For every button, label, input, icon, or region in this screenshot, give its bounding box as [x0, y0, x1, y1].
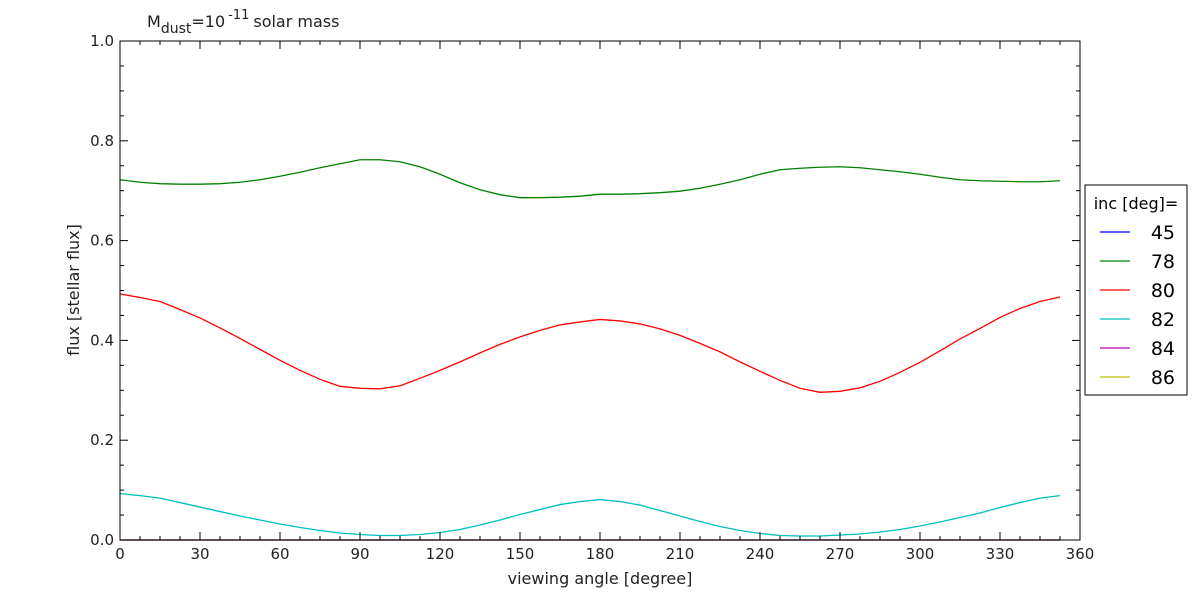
- y-axis-label: flux [stellar flux]: [64, 224, 83, 356]
- y-tick-label: 0.6: [90, 232, 114, 250]
- chart-title: Mdust=10 -11 solar mass: [147, 8, 339, 37]
- x-tick-label: 150: [506, 545, 535, 563]
- x-axis-label: viewing angle [degree]: [508, 569, 693, 588]
- x-tick-label: 120: [426, 545, 455, 563]
- x-tick-label: 270: [826, 545, 855, 563]
- series-layer: [119, 159, 1061, 541]
- legend-label-45: 45: [1151, 222, 1175, 244]
- x-tick-label: 210: [666, 545, 695, 563]
- y-tick-label: 0.0: [90, 531, 114, 549]
- legend-label-80: 80: [1151, 280, 1175, 302]
- y-tick-label: 0.8: [90, 132, 114, 150]
- x-tick-label: 330: [986, 545, 1015, 563]
- x-tick-label: 360: [1066, 545, 1095, 563]
- x-tick-label: 300: [906, 545, 935, 563]
- x-tick-label: 0: [115, 545, 125, 563]
- ticks-layer: 0 30 60 90 120 150 180 210 240 270 300 330 360 0.0 0.2…: [90, 32, 1094, 563]
- y-tick-label: 0.2: [90, 431, 114, 449]
- series-line-82: [119, 492, 1061, 537]
- series-line-78: [119, 159, 1061, 199]
- legend-label-78: 78: [1151, 251, 1175, 273]
- title-rest: solar mass: [253, 12, 340, 31]
- x-tick-label: 30: [190, 545, 209, 563]
- legend: inc [deg]= 45 78 80 82 84 86: [1084, 184, 1188, 396]
- plot-area-frame: [119, 40, 1081, 541]
- title-equals: =10: [191, 12, 226, 31]
- x-tick-label: 90: [350, 545, 369, 563]
- series-line-80: [119, 293, 1061, 393]
- title-m: M: [147, 12, 161, 31]
- y-tick-label: 1.0: [90, 32, 114, 50]
- legend-items: 45 78 80 82 84 86: [1100, 222, 1175, 389]
- title-subscript: dust: [160, 21, 192, 37]
- x-tick-label: 60: [270, 545, 289, 563]
- x-tick-label: 240: [746, 545, 775, 563]
- legend-label-82: 82: [1151, 309, 1175, 331]
- legend-title: inc [deg]=: [1094, 194, 1179, 213]
- x-tick-label: 180: [586, 545, 615, 563]
- legend-label-86: 86: [1151, 367, 1175, 389]
- y-tick-label: 0.4: [90, 331, 114, 349]
- legend-label-84: 84: [1151, 338, 1175, 360]
- title-exponent: -11: [228, 8, 250, 23]
